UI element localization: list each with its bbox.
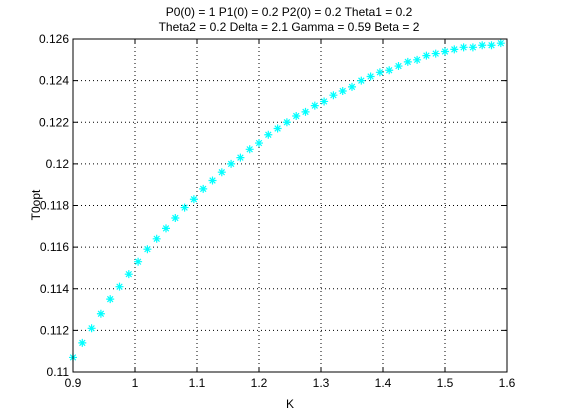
chart-title-line-2: Theta2 = 0.2 Delta = 2.1 Gamma = 0.59 Be… [159,20,420,34]
x-tick-label: 0.9 [65,376,82,390]
data-point [217,168,226,177]
y-tick-label: 0.126 [39,32,69,46]
y-tick-label: 0.11 [47,365,70,379]
data-point [459,43,468,52]
y-tick-label: 0.114 [40,282,69,296]
data-point [143,245,152,254]
data-point [301,107,310,116]
x-axis-label: K [286,397,294,411]
y-tick-label: 0.124 [39,74,69,88]
data-point [487,41,496,50]
x-tick-label: 1 [132,376,139,390]
data-point [282,118,291,127]
y-tick-label: 0.118 [40,199,69,213]
data-point [450,45,459,54]
data-point [441,47,449,56]
x-tick-label: 1.5 [437,376,454,390]
data-point [124,270,133,279]
data-point [227,159,236,168]
x-tick-label: 1.1 [189,376,206,390]
data-point [189,195,198,204]
data-point [385,66,394,75]
data-point [478,41,487,50]
data-point [162,224,170,233]
x-tick-label: 1.2 [251,376,268,390]
y-tick-label: 0.112 [40,323,69,337]
y-tick-label: 0.12 [46,157,70,171]
y-axis-label: T0opt [29,189,43,220]
data-point [245,145,254,154]
data-point [394,62,403,71]
data-point [431,49,440,58]
data-point [87,324,96,333]
y-tick-label: 0.116 [40,240,69,254]
data-point [310,101,319,110]
y-tick-label: 0.122 [39,115,69,129]
data-point [264,130,273,139]
data-point [255,139,263,148]
data-point [115,282,124,291]
y-axis-ticks: 0.11 0.112 0.114 0.116 0.118 0.12 0.122 0.124 0.… [39,32,507,379]
data-point [366,72,375,81]
x-tick-label: 1.4 [375,376,392,390]
data-point [208,176,217,185]
data-point [422,51,431,60]
x-tick-label: 1.6 [499,376,516,390]
data-point [106,295,115,304]
data-point [180,203,189,212]
data-point [413,55,422,64]
data-point [496,39,505,48]
x-axis-ticks: 0.9 1 1.1 1.2 1.3 1.4 1.5 1.6 [65,39,516,390]
data-point [468,43,477,52]
chart-title-line-1: P0(0) = 1 P1(0) = 0.2 P2(0) = 0.2 Theta1… [166,5,413,19]
data-point [338,87,347,96]
data-point [78,338,87,347]
data-point [134,257,143,266]
data-point [152,234,161,243]
data-point [236,153,245,162]
data-point [273,124,282,133]
data-point [171,213,180,222]
data-point [329,91,338,100]
data-point [320,97,329,106]
data-point [348,82,356,91]
data-point [292,112,301,121]
data-point [96,309,105,318]
data-point [375,68,384,77]
data-point [403,57,412,66]
data-point [357,76,366,85]
x-tick-label: 1.3 [313,376,330,390]
data-point [199,184,208,193]
